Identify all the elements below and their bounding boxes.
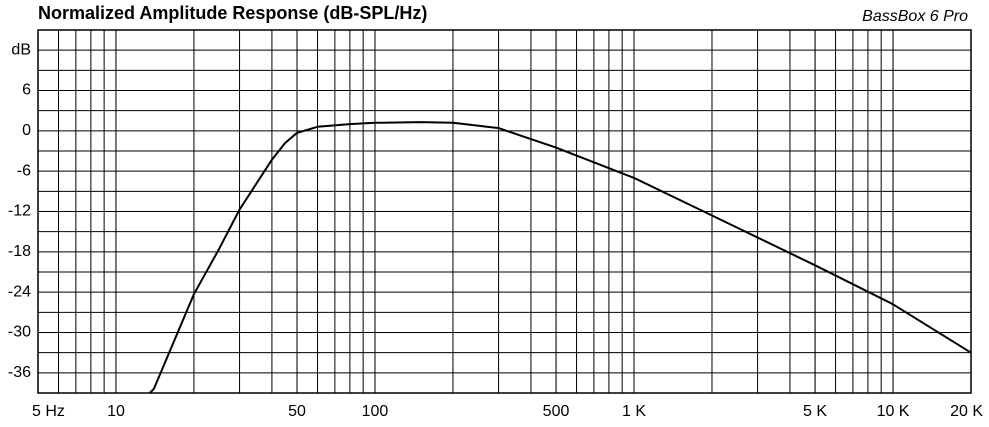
- y-tick-label: -6: [17, 162, 31, 179]
- x-tick-label: 20 K: [950, 403, 983, 420]
- x-tick-label: 5 K: [803, 403, 827, 420]
- brand: BassBox 6 Pro: [862, 8, 968, 25]
- x-tick-label: 10: [107, 403, 125, 420]
- y-tick-label: 6: [22, 82, 31, 99]
- x-tick-label: 10 K: [877, 403, 910, 420]
- x-tick-label: 50: [288, 403, 306, 420]
- x-tick-label: 1 K: [622, 403, 646, 420]
- plot-frame: [37, 29, 972, 394]
- y-tick-label: -18: [8, 243, 31, 260]
- y-tick-label: -24: [8, 283, 31, 300]
- x-tick-label: 100: [362, 403, 389, 420]
- y-tick-label: -30: [8, 324, 31, 341]
- y-tick-label: 0: [22, 122, 31, 139]
- y-tick-label: -36: [8, 364, 31, 381]
- y-tick-label: -12: [8, 203, 31, 220]
- x-tick-label: 5 Hz: [32, 403, 65, 420]
- x-tick-label: 500: [543, 403, 570, 420]
- response-curve: [149, 121, 972, 394]
- y-tick-label: dB: [11, 41, 31, 58]
- chart-title: Normalized Amplitude Response (dB-SPL/Hz…: [38, 3, 427, 23]
